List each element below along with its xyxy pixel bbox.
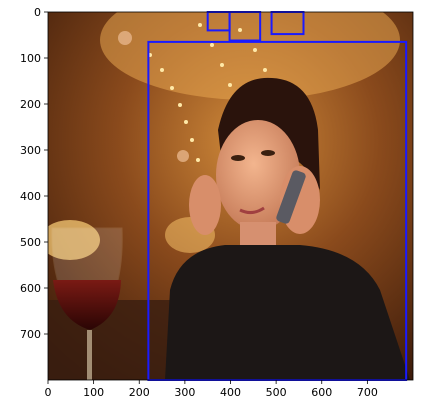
y-axis: 0 100 200 300 400 500 600 700 [20,6,48,341]
x-tick-label: 600 [311,386,332,399]
y-tick-label: 400 [20,190,41,203]
x-tick-label: 500 [266,386,287,399]
wine-glass [51,227,123,380]
x-tick-label: 700 [357,386,378,399]
y-tick-label: 100 [20,52,41,65]
y-tick-label: 600 [20,282,41,295]
x-axis: 0 100 200 300 400 500 600 700 [45,380,378,399]
x-tick-label: 0 [45,386,52,399]
x-tick-label: 100 [83,386,104,399]
x-tick-label: 400 [220,386,241,399]
ornament [118,31,132,45]
y-tick-label: 200 [20,98,41,111]
photo [48,12,413,380]
ornament [177,150,189,162]
y-tick-label: 0 [34,6,41,19]
y-tick-label: 500 [20,236,41,249]
person [165,77,410,380]
x-tick-label: 200 [129,386,150,399]
y-tick-label: 700 [20,328,41,341]
y-tick-label: 300 [20,144,41,157]
x-tick-label: 300 [174,386,195,399]
